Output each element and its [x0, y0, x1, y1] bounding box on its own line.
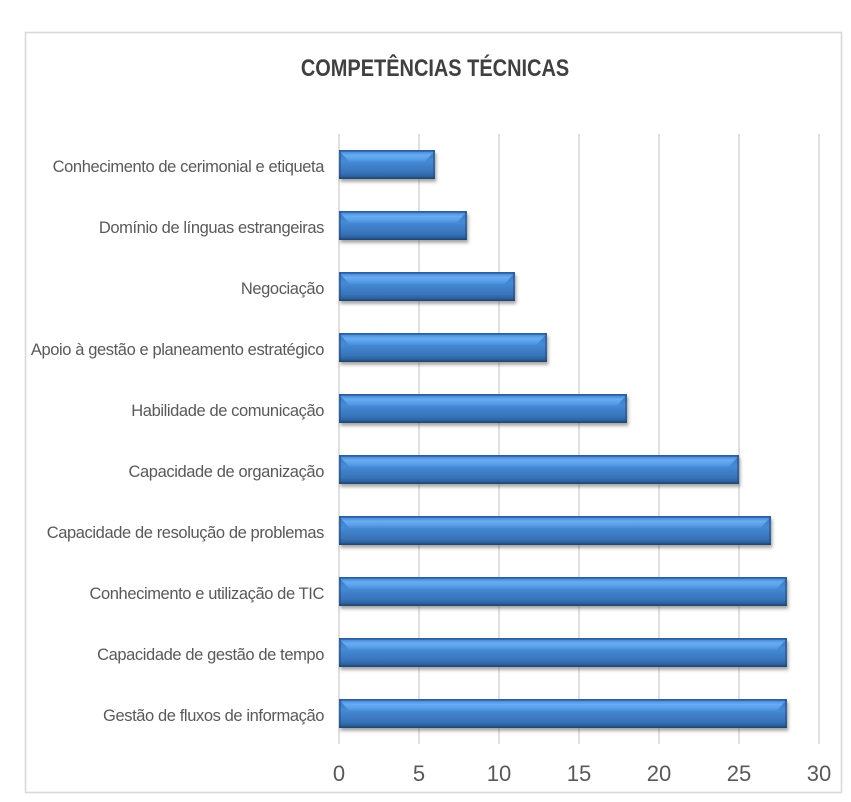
- svg-text:20: 20: [647, 761, 671, 786]
- svg-text:Gestão de fluxos de informação: Gestão de fluxos de informação: [103, 707, 324, 725]
- svg-text:Conhecimento e utilização de T: Conhecimento e utilização de TIC: [89, 585, 324, 603]
- svg-text:Capacidade de gestão de tempo: Capacidade de gestão de tempo: [97, 646, 324, 664]
- svg-text:COMPETÊNCIAS TÉCNICAS: COMPETÊNCIAS TÉCNICAS: [301, 54, 569, 81]
- svg-text:15: 15: [567, 761, 591, 786]
- svg-text:10: 10: [487, 761, 511, 786]
- svg-text:30: 30: [807, 761, 831, 786]
- svg-text:Habilidade de comunicação: Habilidade de comunicação: [131, 402, 324, 420]
- svg-text:0: 0: [333, 761, 345, 786]
- svg-text:Conhecimento de cerimonial e e: Conhecimento de cerimonial e etiqueta: [53, 158, 326, 176]
- svg-text:25: 25: [727, 761, 751, 786]
- svg-text:5: 5: [413, 761, 425, 786]
- svg-text:Capacidade de organização: Capacidade de organização: [129, 463, 325, 481]
- svg-text:Apoio à gestão e planeamento e: Apoio à gestão e planeamento estratégico: [31, 341, 324, 359]
- svg-text:Capacidade de resolução de pro: Capacidade de resolução de problemas: [47, 524, 324, 542]
- svg-text:Domínio de línguas estrangeira: Domínio de línguas estrangeiras: [99, 219, 324, 237]
- svg-text:Negociação: Negociação: [241, 280, 324, 298]
